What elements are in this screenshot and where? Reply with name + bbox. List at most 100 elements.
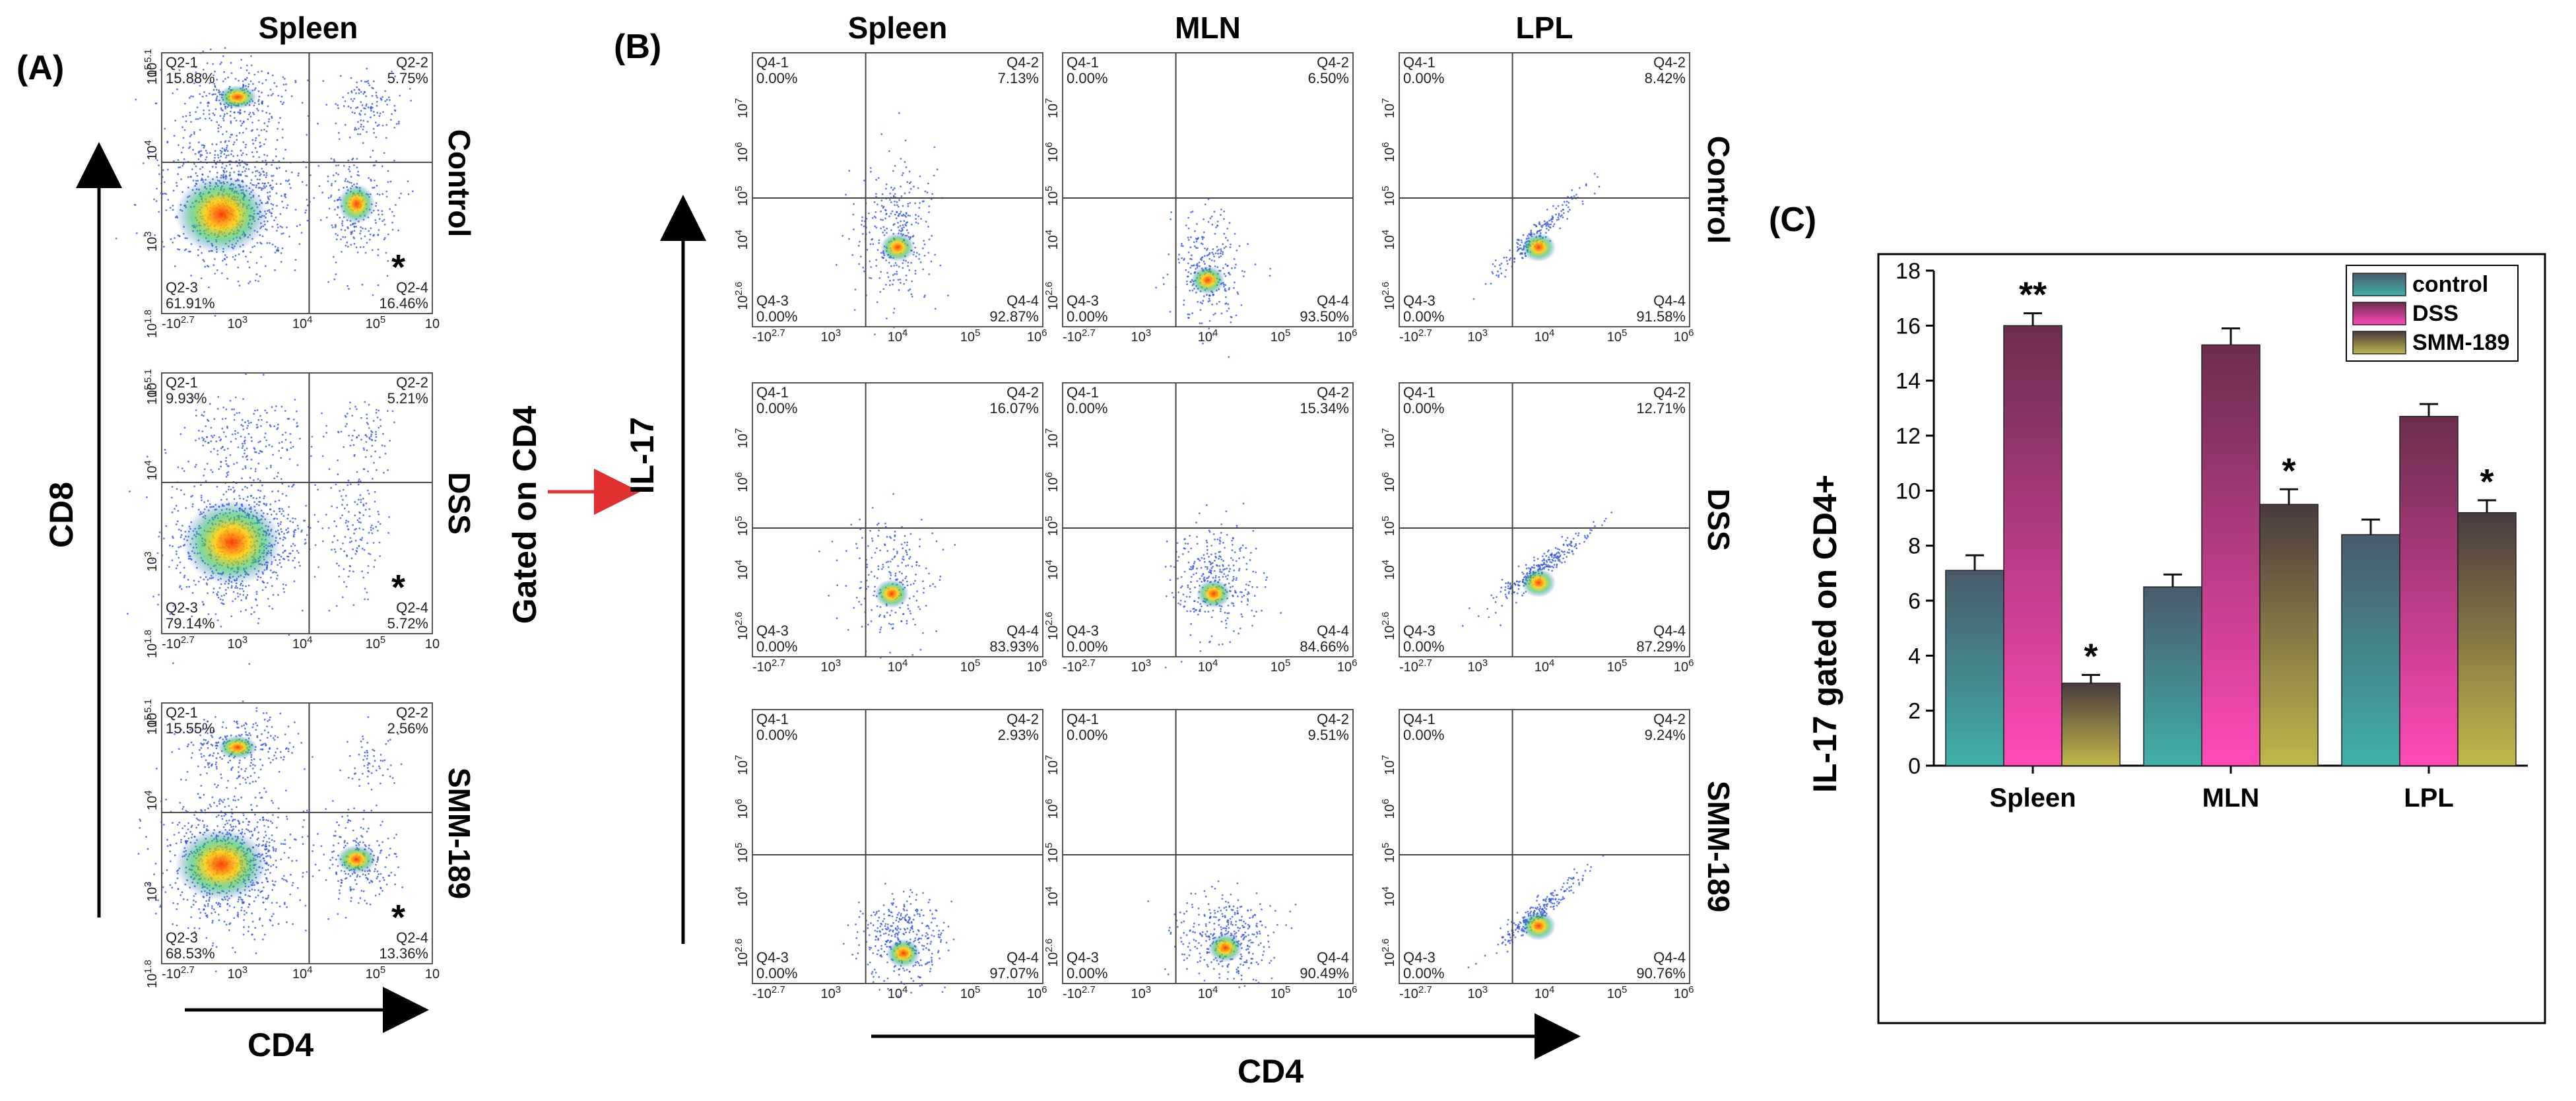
quadrant-q1-label: Q4-1 0.00% <box>756 711 797 743</box>
y-tick-label: 104 <box>1043 886 1061 907</box>
quadrant-q3-label: Q2-3 79.14% <box>166 599 215 632</box>
x-tick-label: -102.7 <box>162 314 195 331</box>
x-tick-label: 103 <box>821 984 842 1001</box>
panel-a-y-axis-title: CD8 <box>43 482 80 548</box>
gated-on-cd4-label: Gated on CD4 <box>506 406 543 624</box>
il17-cd4-plot-mln-control: Q4-1 0.00% Q4-2 6.50% Q4-3 0.00% Q4-4 93.50% -10… <box>1043 52 1358 358</box>
y-tick-label: 102.6 <box>733 612 750 640</box>
quadrant-q1-label: Q4-1 0.00% <box>1403 54 1444 86</box>
panel-b-row-label-smm-189: SMM-189 <box>1701 781 1736 912</box>
y-tick-label: 6 <box>1908 589 1921 614</box>
legend-label-control: control <box>2412 272 2488 297</box>
y-tick-label: 104 <box>143 790 160 811</box>
y-tick-label: 16 <box>1896 314 1921 339</box>
x-tick-label: 104 <box>1535 984 1555 1001</box>
quadrant-q3-label: Q2-3 68.53% <box>166 929 215 962</box>
density-hotspot <box>217 85 257 110</box>
panel-b: Spleen MLN LPL Gated on CD4 IL-17 CD4 Q4-1… <box>506 11 1736 1090</box>
y-tick-label: 101.8 <box>143 630 160 658</box>
il17-cd4-plot-spleen-control: Q4-1 0.00% Q4-2 7.13% Q4-3 0.00% Q4-4 92.87% -10… <box>733 52 1047 345</box>
x-tick-label: 10 <box>425 637 440 651</box>
x-tick-label: 105 <box>1607 657 1628 675</box>
x-tick-label: 103 <box>1131 657 1152 675</box>
x-tick-label: 106 <box>1337 327 1358 345</box>
y-tick-label: 107 <box>1043 428 1061 449</box>
panel-b-column-title-spleen: Spleen <box>848 11 948 45</box>
significance-annotation: * <box>2084 637 2097 677</box>
density-hotspot <box>1521 911 1556 941</box>
quadrant-q2-label: Q4-2 9.24% <box>1645 711 1686 743</box>
x-tick-label: 105 <box>366 314 386 331</box>
quadrant-q3-label: Q4-3 0.00% <box>1403 949 1444 982</box>
quadrant-q2-label: Q2-2 2.56% <box>387 704 428 737</box>
y-tick-label: 2 <box>1908 699 1921 724</box>
y-tick-label: 107 <box>1380 98 1397 119</box>
panel-b-column-title-lpl: LPL <box>1516 11 1573 45</box>
panel-c-label: (C) <box>1769 201 1816 239</box>
quadrant-q4-label: Q4-4 87.29% <box>1636 622 1686 655</box>
significance-star: * <box>391 898 405 937</box>
scatter-dots <box>818 493 956 659</box>
x-tick-label: -102.7 <box>1399 657 1432 675</box>
quadrant-q1-label: Q4-1 0.00% <box>1067 711 1107 743</box>
y-tick-label: 105.1 <box>143 699 160 727</box>
x-tick-label: 105 <box>366 964 386 982</box>
x-tick-label: 106 <box>1027 657 1047 675</box>
y-tick-label: 105 <box>1043 186 1061 207</box>
density-hotspot <box>1208 933 1243 963</box>
panel-a-label: (A) <box>17 49 64 87</box>
density-hotspot <box>338 184 376 224</box>
quadrant-q2-label: Q2-2 5.75% <box>387 54 428 86</box>
cd8-cd4-plot-control: Q2-1 15.88% Q2-2 5.75% Q2-3 61.91% Q2-4 16.46%*… <box>115 47 477 338</box>
x-tick-label: 106 <box>1674 984 1694 1001</box>
panel-a-column-title: Spleen <box>259 11 358 45</box>
y-tick-label: 104 <box>733 886 750 907</box>
density-hotspot <box>1521 232 1556 262</box>
quadrant-q4-label: Q4-4 90.76% <box>1636 949 1686 982</box>
x-tick-label: 103 <box>1468 984 1488 1001</box>
bar-smm-189-lpl <box>2457 512 2517 766</box>
x-tick-label: 10 <box>425 967 440 982</box>
quadrant-q4-label: Q2-4 13.36% <box>379 929 428 962</box>
y-tick-label: 102.6 <box>1380 612 1397 640</box>
y-tick-label: 4 <box>1908 644 1921 669</box>
x-tick-label: 103 <box>1131 327 1152 345</box>
x-tick-label: 105 <box>960 657 981 675</box>
row-label-smm-189: SMM-189 <box>442 768 477 899</box>
x-tick-label: 105 <box>960 327 981 345</box>
panel-a-x-axis-title: CD4 <box>248 1026 314 1063</box>
y-tick-label: 105 <box>733 843 750 863</box>
y-tick-label: 0 <box>1908 754 1921 779</box>
y-tick-label: 106 <box>733 142 750 162</box>
bar-dss-mln <box>2201 344 2261 766</box>
y-tick-label: 107 <box>1043 755 1061 776</box>
x-tick-label: 104 <box>292 964 313 982</box>
density-hotspot <box>1191 265 1225 295</box>
x-tick-label: -102.7 <box>162 964 195 982</box>
x-tick-label: -102.7 <box>1399 327 1432 345</box>
quadrant-q3-label: Q4-3 0.00% <box>1067 292 1107 325</box>
x-tick-label: 106 <box>1337 657 1358 675</box>
x-tick-label: 103 <box>1468 327 1488 345</box>
y-tick-label: 105 <box>733 516 750 537</box>
y-tick-label: 105.1 <box>143 369 160 397</box>
bar-dss-spleen <box>2003 325 2063 766</box>
x-tick-label: 105 <box>1607 984 1628 1001</box>
x-tick-label: 106 <box>1337 984 1358 1001</box>
density-hotspot <box>886 939 921 968</box>
legend-swatch-dss <box>2352 302 2406 325</box>
quadrant-q4-label: Q4-4 83.93% <box>989 622 1039 655</box>
quadrant-q1-label: Q2-1 15.55% <box>166 704 215 737</box>
x-tick-label: 104 <box>292 634 313 651</box>
density-hotspot <box>217 735 257 760</box>
quadrant-q4-label: Q4-4 90.49% <box>1300 949 1349 982</box>
row-label-control: Control <box>442 129 477 238</box>
panel-b-column-title-mln: MLN <box>1175 11 1241 45</box>
quadrant-q2-label: Q4-2 6.50% <box>1308 54 1349 86</box>
quadrant-q2-label: Q4-2 9.51% <box>1308 711 1349 743</box>
panel-a: Spleen CD8 CD4 Q2-1 15.88% Q2-2 5.75% Q2-3 61… <box>43 11 477 1063</box>
panel-b-row-label-control: Control <box>1701 136 1736 244</box>
il17-cd4-plot-lpl-smm-189: Q4-1 0.00% Q4-2 9.24% Q4-3 0.00% Q4-4 90.76% -10… <box>1380 709 1694 1001</box>
quadrant-q2-label: Q4-2 15.34% <box>1300 384 1349 417</box>
